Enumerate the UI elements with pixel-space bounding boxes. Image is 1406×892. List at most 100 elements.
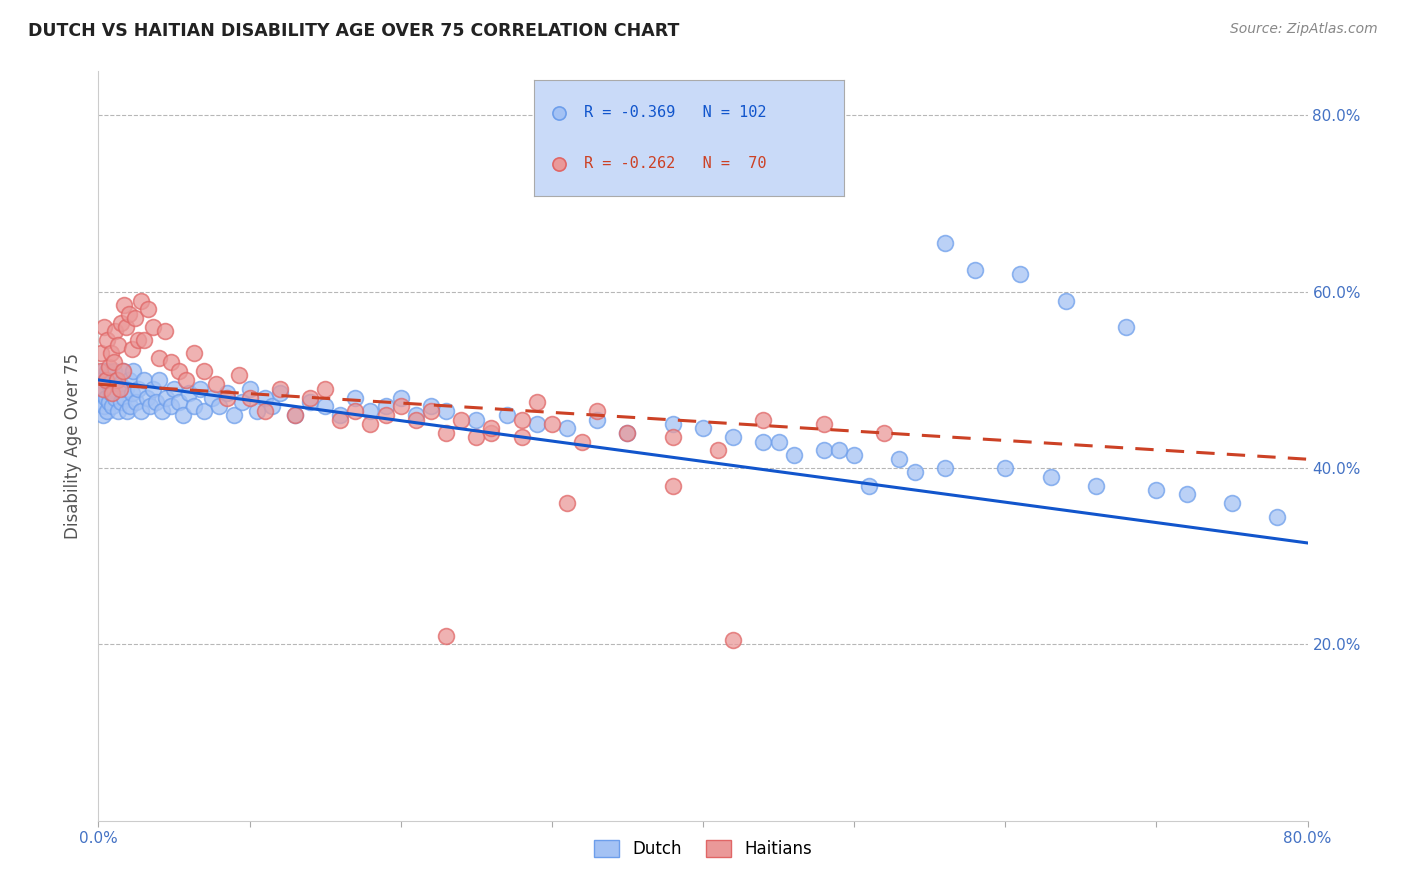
- Dutch: [132, 373, 155, 387]
- Dutch: [101, 400, 124, 414]
- Legend: Dutch, Haitians: Dutch, Haitians: [586, 833, 820, 864]
- Dutch: [231, 395, 253, 409]
- Dutch: [139, 400, 162, 414]
- Dutch: [813, 443, 835, 458]
- Haitians: [707, 443, 730, 458]
- Haitians: [481, 425, 503, 440]
- Dutch: [188, 382, 211, 396]
- Dutch: [90, 386, 112, 401]
- Haitians: [723, 632, 745, 647]
- Dutch: [1085, 478, 1108, 492]
- Dutch: [262, 400, 284, 414]
- Haitians: [269, 382, 291, 396]
- Haitians: [434, 628, 457, 642]
- Dutch: [163, 382, 186, 396]
- Dutch: [661, 417, 683, 431]
- Text: DUTCH VS HAITIAN DISABILITY AGE OVER 75 CORRELATION CHART: DUTCH VS HAITIAN DISABILITY AGE OVER 75 …: [28, 22, 679, 40]
- Haitians: [586, 403, 609, 417]
- Dutch: [183, 400, 205, 414]
- Dutch: [150, 403, 173, 417]
- Haitians: [111, 364, 134, 378]
- Dutch: [107, 403, 129, 417]
- Haitians: [107, 337, 129, 351]
- Haitians: [434, 425, 457, 440]
- Dutch: [208, 400, 231, 414]
- Dutch: [112, 391, 135, 405]
- Dutch: [104, 391, 127, 405]
- Dutch: [110, 395, 132, 409]
- Dutch: [1010, 267, 1032, 281]
- Haitians: [661, 478, 683, 492]
- Dutch: [103, 382, 125, 396]
- Dutch: [145, 395, 167, 409]
- Dutch: [98, 377, 121, 392]
- Dutch: [167, 395, 190, 409]
- Dutch: [172, 408, 194, 422]
- Dutch: [94, 391, 117, 405]
- Haitians: [374, 408, 396, 422]
- Dutch: [93, 400, 115, 414]
- Haitians: [174, 373, 197, 387]
- Haitians: [127, 333, 149, 347]
- Haitians: [813, 417, 835, 431]
- Dutch: [93, 382, 115, 396]
- Dutch: [889, 452, 911, 467]
- Dutch: [269, 386, 291, 401]
- Dutch: [389, 391, 412, 405]
- Haitians: [405, 412, 427, 426]
- Haitians: [100, 346, 122, 360]
- Dutch: [125, 395, 148, 409]
- Haitians: [450, 412, 472, 426]
- Dutch: [420, 400, 443, 414]
- Dutch: [108, 377, 131, 392]
- Haitians: [93, 320, 115, 334]
- Dutch: [692, 421, 714, 435]
- Haitians: [555, 496, 578, 510]
- Dutch: [1220, 496, 1243, 510]
- Dutch: [299, 395, 322, 409]
- Dutch: [142, 382, 165, 396]
- Dutch: [114, 382, 136, 396]
- Haitians: [193, 364, 215, 378]
- Dutch: [768, 434, 790, 449]
- Dutch: [965, 262, 987, 277]
- Dutch: [91, 408, 114, 422]
- Dutch: [129, 403, 152, 417]
- Haitians: [101, 386, 124, 401]
- Dutch: [148, 373, 170, 387]
- Dutch: [434, 403, 457, 417]
- Dutch: [616, 425, 638, 440]
- Haitians: [98, 359, 121, 374]
- Haitians: [284, 408, 307, 422]
- Dutch: [934, 236, 956, 251]
- Haitians: [540, 417, 562, 431]
- Haitians: [124, 311, 146, 326]
- Haitians: [104, 325, 127, 339]
- Dutch: [179, 386, 201, 401]
- Dutch: [783, 448, 806, 462]
- Dutch: [91, 364, 114, 378]
- Dutch: [526, 417, 548, 431]
- Dutch: [934, 461, 956, 475]
- Haitians: [526, 395, 548, 409]
- Haitians: [205, 377, 228, 392]
- Haitians: [96, 333, 118, 347]
- Haitians: [105, 373, 128, 387]
- Dutch: [155, 391, 177, 405]
- Dutch: [329, 408, 352, 422]
- Haitians: [571, 434, 593, 449]
- Dutch: [1039, 470, 1062, 484]
- Dutch: [246, 403, 269, 417]
- Dutch: [135, 391, 157, 405]
- Dutch: [98, 395, 121, 409]
- Haitians: [344, 403, 367, 417]
- Dutch: [94, 373, 117, 387]
- Dutch: [115, 403, 138, 417]
- Dutch: [224, 408, 246, 422]
- Haitians: [112, 298, 135, 312]
- Dutch: [752, 434, 775, 449]
- Point: [548, 157, 571, 171]
- Haitians: [329, 412, 352, 426]
- Dutch: [555, 421, 578, 435]
- Dutch: [495, 408, 517, 422]
